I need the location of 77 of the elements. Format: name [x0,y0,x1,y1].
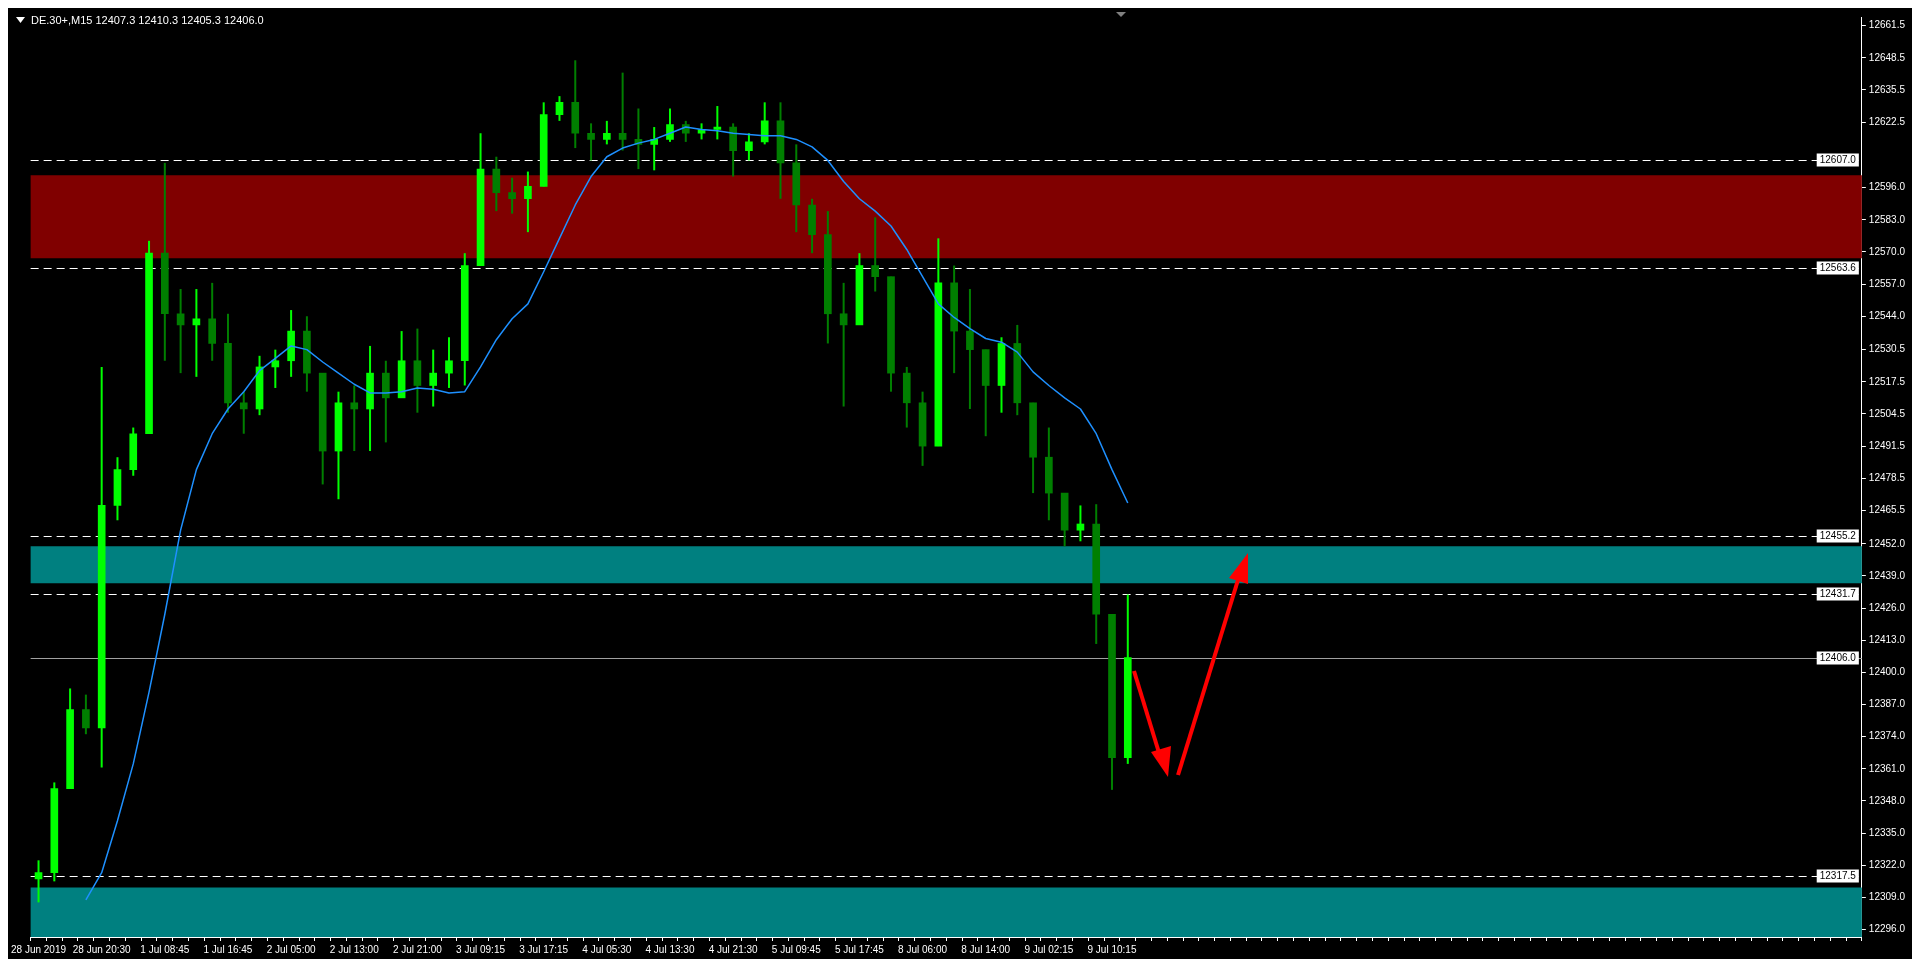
y-tick-label: 12452.0 [1868,537,1906,549]
ref-line-label: 12607.0 [1819,154,1857,166]
candlestick [1076,504,1085,543]
x-tick-label: 2 Jul 13:00 [329,943,380,955]
x-tick-label: 8 Jul 06:00 [898,943,948,955]
y-tick-label: 12426.0 [1868,601,1906,613]
y-tick-label: 12322.0 [1868,859,1906,871]
y-tick-label: 12583.0 [1868,213,1906,225]
x-tick-label: 28 Jun 20:30 [72,943,132,955]
candlestick [871,216,880,293]
x-tick-label: 9 Jul 10:15 [1087,943,1137,955]
y-tick-label: 12413.0 [1868,633,1906,645]
x-tick-label: 3 Jul 09:15 [456,943,506,955]
candlestick [966,288,974,410]
candlestick [603,119,611,146]
y-tick-label: 12661.5 [1868,19,1906,31]
y-tick-label: 12635.5 [1868,83,1906,95]
x-tick-label: 1 Jul 08:45 [140,943,190,955]
y-tick-label: 12557.0 [1868,277,1906,289]
y-tick-label: 12439.0 [1868,569,1906,581]
x-tick-label: 9 Jul 02:15 [1024,943,1074,955]
x-tick-label: 8 Jul 14:00 [961,943,1011,955]
candlestick [508,176,516,215]
candlestick [650,126,659,172]
candlestick [34,859,43,904]
candlestick [745,132,753,162]
x-tick-label: 4 Jul 05:30 [582,943,632,955]
chart-title: DE.30+,M15 12407.3 12410.3 12405.3 12406.0 [31,14,264,26]
x-tick-label: 4 Jul 13:30 [645,943,695,955]
y-tick-label: 12530.5 [1868,343,1906,355]
y-tick-label: 12517.5 [1868,375,1906,387]
y-tick-label: 12400.0 [1868,666,1906,678]
candlestick [239,390,248,435]
candlestick [445,336,453,389]
x-tick-label: 4 Jul 21:30 [708,943,759,955]
y-tick-label: 12296.0 [1868,923,1906,935]
ref-line-label: 12317.5 [1819,870,1857,882]
y-tick-label: 12648.5 [1868,51,1906,63]
x-tick-label: 5 Jul 17:45 [834,943,885,955]
y-tick-label: 12570.0 [1868,245,1906,257]
y-tick-label: 12596.0 [1868,181,1906,193]
y-tick-label: 12465.5 [1868,504,1906,516]
y-tick-label: 12491.5 [1868,439,1906,451]
x-tick-label: 28 Jun 2019 [11,943,67,955]
ref-line-label: 12563.6 [1819,262,1857,274]
candlestick [524,170,532,234]
candlestick [350,384,359,453]
candlestick [760,101,769,146]
y-tick-label: 12309.0 [1868,891,1906,903]
y-tick-label: 12348.0 [1868,794,1906,806]
y-tick-label: 12387.0 [1868,698,1906,710]
x-tick-label: 1 Jul 16:45 [203,943,253,955]
y-tick-label: 12361.0 [1868,762,1906,774]
candlestick [192,288,201,378]
x-tick-label: 2 Jul 21:00 [392,943,443,955]
candlestick [587,122,595,162]
y-tick-label: 12374.0 [1868,730,1906,742]
x-tick-label: 3 Jul 17:15 [519,943,569,955]
candlestick [271,348,280,389]
candlestick [839,281,848,408]
y-tick-label: 12335.0 [1868,826,1906,838]
candlestick [666,107,674,143]
y-tick-label: 12478.5 [1868,471,1906,483]
y-tick-label: 12622.5 [1868,115,1906,127]
candlestick [429,348,438,408]
candlestick [82,693,90,736]
candlestick [555,95,564,122]
ref-line-label: 12431.7 [1819,588,1857,600]
ref-line-label: 12406.0 [1819,652,1857,664]
y-tick-label: 12504.5 [1868,407,1906,419]
candlestick [618,71,627,152]
ref-line-label: 12455.2 [1819,530,1857,542]
y-tick-label: 12544.0 [1868,310,1906,321]
x-tick-label: 5 Jul 09:45 [771,943,822,955]
candlestick [176,288,185,375]
candlestick [681,119,690,143]
x-tick-label: 2 Jul 05:00 [266,943,317,955]
